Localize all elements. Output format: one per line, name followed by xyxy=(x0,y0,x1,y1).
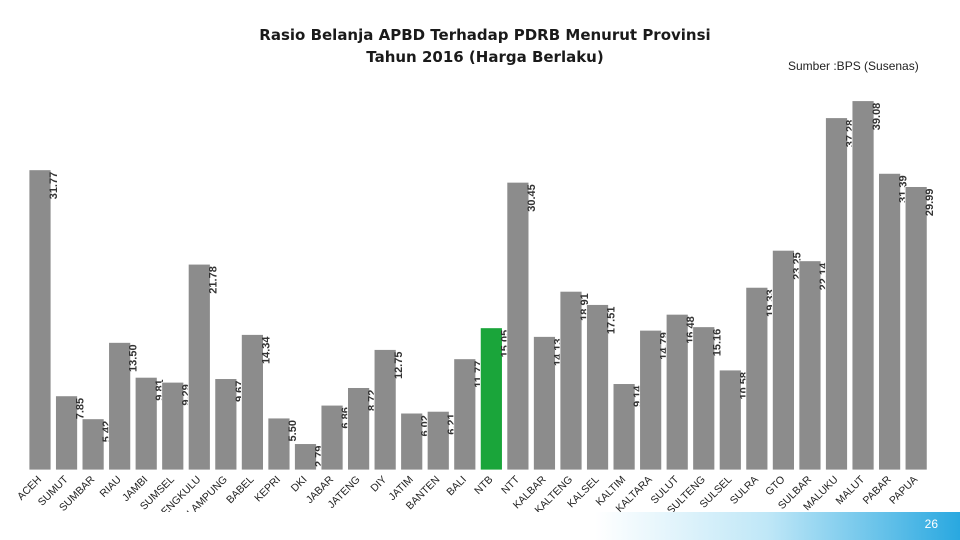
bar-malut xyxy=(851,100,875,471)
bar-kalbar xyxy=(533,336,556,471)
category-label: KEPRI xyxy=(252,474,283,505)
bar-diy xyxy=(373,349,397,471)
bar-sulut xyxy=(665,313,689,471)
bar-jabar xyxy=(320,404,344,471)
bar-banten xyxy=(426,410,450,471)
category-label: DIY xyxy=(368,474,389,495)
bar-jambi xyxy=(134,376,158,471)
value-label: 14.34 xyxy=(260,336,272,364)
value-label: 13.50 xyxy=(128,344,140,372)
footer-accent-bar xyxy=(0,512,960,540)
bar-sulra xyxy=(745,286,769,471)
bar-jatim xyxy=(400,412,424,471)
chart-title: Rasio Belanja APBD Terhadap PDRB Menurut… xyxy=(250,24,720,68)
bar-bengkulu xyxy=(187,263,211,471)
bar-kalteng xyxy=(559,290,583,471)
bar-kepri xyxy=(267,417,291,471)
value-label: 5.50 xyxy=(287,420,299,441)
bar-sulteng xyxy=(692,326,716,471)
bar-pabar xyxy=(878,172,901,471)
value-label: 29.99 xyxy=(924,189,936,217)
value-label: 21.78 xyxy=(207,266,219,294)
bar-riau xyxy=(108,342,132,471)
value-label: 7.85 xyxy=(75,398,87,419)
category-label: BABEL xyxy=(224,474,257,507)
value-label: 30.45 xyxy=(526,184,538,212)
chart-title-line-1: Rasio Belanja APBD Terhadap PDRB Menurut… xyxy=(259,26,711,44)
bar-jateng xyxy=(347,387,371,471)
bar-papua xyxy=(904,186,928,471)
bar-sulbar xyxy=(798,260,822,471)
bar-sumut xyxy=(55,395,78,471)
category-label: DKI xyxy=(289,474,310,495)
value-label: 31.77 xyxy=(48,172,60,200)
bar-sumsel xyxy=(161,381,185,471)
category-label: NTT xyxy=(499,473,522,496)
bar-ntt xyxy=(506,181,530,471)
chart-title-line-2: Tahun 2016 (Harga Berlaku) xyxy=(366,48,604,66)
bar-babel xyxy=(240,334,264,471)
value-label: 17.51 xyxy=(606,307,618,335)
bar-maluku xyxy=(825,117,848,471)
bar-bali xyxy=(453,358,477,471)
bar-sumbar xyxy=(81,418,105,471)
category-label: SULRA xyxy=(728,474,761,507)
bar-sulsel xyxy=(718,369,742,471)
bar-kaltim xyxy=(612,383,636,471)
category-label: NTB xyxy=(472,474,495,497)
value-label: 15.16 xyxy=(712,329,724,357)
category-label: BALI xyxy=(444,474,469,499)
category-label: PAPUA xyxy=(887,474,920,507)
bar-kalsel xyxy=(586,304,609,471)
bar-dki xyxy=(294,443,317,471)
value-label: 12.75 xyxy=(393,352,405,380)
bar-aceh xyxy=(28,169,52,471)
source-note: Sumber :BPS (Susenas) xyxy=(788,59,919,73)
bar-kaltara xyxy=(639,329,663,471)
value-label: 39.08 xyxy=(871,103,883,131)
category-label: MALUT xyxy=(834,473,868,507)
category-label: PABAR xyxy=(861,473,894,506)
bar-lampung xyxy=(214,378,238,471)
bar-gto xyxy=(772,249,795,471)
page-number: 26 xyxy=(924,517,938,531)
bar-ntb xyxy=(479,327,503,471)
